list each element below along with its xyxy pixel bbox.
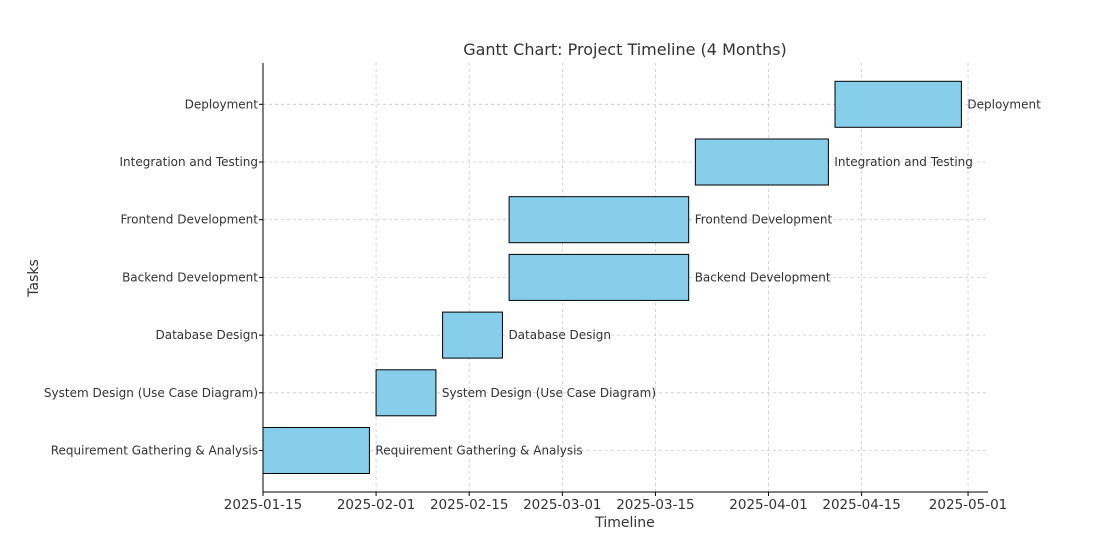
task-bar bbox=[508, 196, 690, 244]
x-tick-label: 2025-02-01 bbox=[337, 497, 415, 513]
x-tick-label: 2025-05-01 bbox=[929, 497, 1007, 513]
task-bar bbox=[834, 80, 962, 128]
y-tick-label: Deployment bbox=[185, 97, 259, 111]
y-tick-label: Database Design bbox=[155, 328, 258, 342]
task-bar bbox=[694, 138, 829, 186]
chart-title: Gantt Chart: Project Timeline (4 Months) bbox=[463, 40, 787, 59]
task-bar-label: Frontend Development bbox=[695, 213, 833, 227]
task-bar-label: System Design (Use Case Diagram) bbox=[442, 386, 656, 400]
x-tick-label: 2025-01-15 bbox=[224, 497, 302, 513]
y-tick-label: System Design (Use Case Diagram) bbox=[44, 386, 258, 400]
task-bar-label: Database Design bbox=[508, 328, 611, 342]
x-tick-label: 2025-04-15 bbox=[822, 497, 900, 513]
task-bar bbox=[375, 369, 437, 417]
y-tick-label: Requirement Gathering & Analysis bbox=[51, 444, 258, 458]
task-bar-label: Requirement Gathering & Analysis bbox=[375, 444, 582, 458]
x-tick-label: 2025-03-15 bbox=[616, 497, 694, 513]
x-ticks: 2025-01-15 2025-02-01 2025-02-15 2025-03-01… bbox=[224, 492, 1007, 513]
bars-layer: Requirement Gathering & Analysis System D… bbox=[262, 80, 1041, 474]
task-bar bbox=[262, 427, 370, 474]
task-bar bbox=[508, 253, 690, 301]
y-tick-label: Integration and Testing bbox=[119, 155, 258, 169]
y-axis-label: Tasks bbox=[26, 259, 42, 298]
x-tick-label: 2025-03-01 bbox=[523, 497, 601, 513]
y-tick-label: Frontend Development bbox=[120, 213, 258, 227]
y-ticks: Requirement Gathering & Analysis System D… bbox=[44, 97, 263, 458]
task-bar-label: Integration and Testing bbox=[834, 155, 973, 169]
x-tick-label: 2025-04-01 bbox=[729, 497, 807, 513]
task-bar-label: Deployment bbox=[967, 97, 1041, 111]
y-tick-label: Backend Development bbox=[122, 270, 258, 284]
x-axis-label: Timeline bbox=[594, 515, 655, 531]
x-tick-label: 2025-02-15 bbox=[430, 497, 508, 513]
task-bar-label: Backend Development bbox=[695, 270, 831, 284]
task-bar bbox=[442, 311, 503, 359]
